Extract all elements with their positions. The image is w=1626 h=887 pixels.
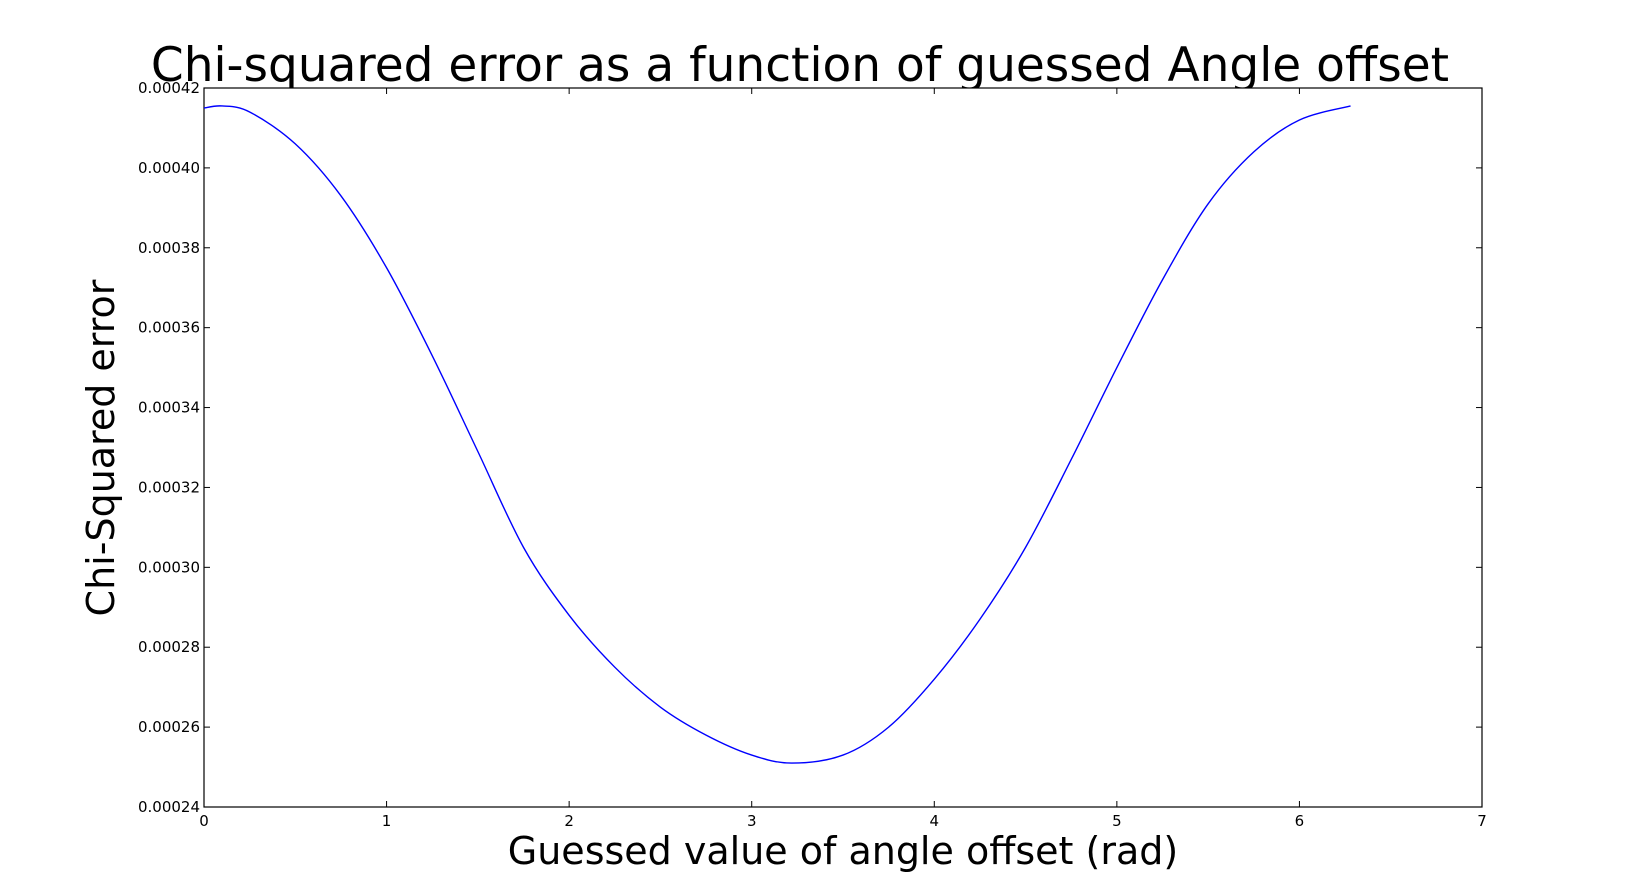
y-tick-label: 0.00042 bbox=[138, 79, 200, 97]
y-tick-label: 0.00034 bbox=[138, 399, 200, 417]
x-axis: 0 1 2 3 4 5 6 7 bbox=[199, 88, 1487, 830]
y-axis: 0.00024 0.00026 0.00028 0.00030 0.00032 0.000… bbox=[138, 79, 1482, 816]
y-tick-label: 0.00036 bbox=[138, 319, 200, 337]
y-tick-label: 0.00024 bbox=[138, 798, 200, 816]
chart-title: Chi-squared error as a function of guess… bbox=[151, 38, 1449, 93]
x-tick-label: 5 bbox=[1112, 812, 1122, 830]
x-tick-label: 7 bbox=[1477, 812, 1487, 830]
x-axis-label: Guessed value of angle offset (rad) bbox=[508, 829, 1178, 873]
x-tick-label: 3 bbox=[747, 812, 757, 830]
axes-frame bbox=[203, 87, 1483, 808]
x-tick-label: 0 bbox=[199, 812, 209, 830]
y-tick-label: 0.00032 bbox=[138, 478, 200, 496]
x-tick-label: 4 bbox=[930, 812, 940, 830]
y-axis-label: Chi-Squared error bbox=[79, 279, 123, 616]
y-tick-label: 0.00028 bbox=[138, 638, 200, 656]
plot-area bbox=[203, 87, 1483, 808]
x-tick-label: 2 bbox=[564, 812, 574, 830]
y-tick-label: 0.00038 bbox=[138, 239, 200, 257]
y-tick-label: 0.00030 bbox=[138, 558, 200, 576]
x-tick-label: 6 bbox=[1295, 812, 1305, 830]
y-tick-label: 0.00026 bbox=[138, 718, 200, 736]
series-line bbox=[203, 105, 1351, 764]
x-tick-label: 1 bbox=[382, 812, 392, 830]
y-tick-label: 0.00040 bbox=[138, 159, 200, 177]
